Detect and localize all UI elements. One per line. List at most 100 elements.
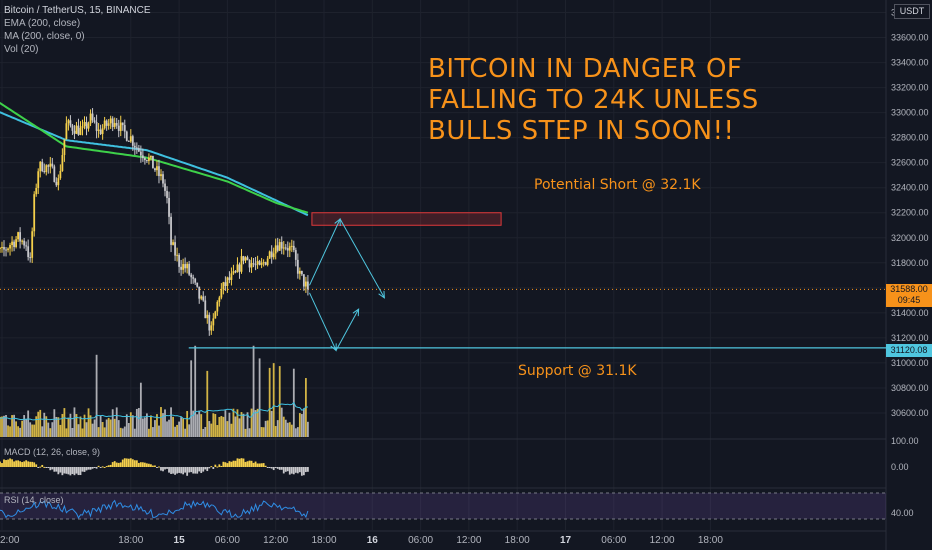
macd-bar [81,467,84,472]
rsi-label[interactable]: RSI (14, close) [4,495,64,505]
candle-body [188,263,191,275]
macd-bar [262,463,265,467]
macd-bar [168,467,170,473]
macd-bar [146,463,148,467]
volume-bar [139,382,142,437]
candle-body [232,271,235,274]
volume-bar [101,422,104,437]
volume-bar [61,413,64,437]
volume-bar [73,407,76,437]
time-axis[interactable]: 2:00 18:00 15 06:00 12:00 18:00 16 06:00 12:00 18… [0,535,723,546]
candle-body [196,282,199,287]
candle-body [45,165,48,172]
candle-body [53,166,56,182]
macd-bar [252,462,255,467]
volume-bar [212,413,215,437]
macd-bar [276,467,279,469]
candle-body [284,247,287,249]
volume-bar [152,427,154,437]
volume-bar [234,416,237,437]
support-price-tag: 31120.08 [886,344,932,357]
macd-bar [190,467,193,473]
macd-bar [216,466,219,468]
volume-bar [25,418,28,437]
macd-bar [300,467,303,476]
price-axis[interactable]: 30600.00 30800.00 31000.00 31200.00 31400.00… [891,8,929,518]
volume-bar [200,414,203,437]
macd-bar [41,464,44,467]
candle-body [29,257,32,259]
volume-bar [9,426,11,437]
volume-bar [43,412,46,437]
countdown-value: 09:45 [897,295,921,305]
macd-bar [59,467,62,473]
volume-bar [256,408,259,437]
short-label: Potential Short @ 32.1K [534,177,701,193]
macd-bar [258,463,261,467]
candle-body [166,190,168,198]
macd-bar [174,467,176,475]
macd-bar [3,459,5,467]
macd-bar [206,467,209,472]
volume-bar [7,425,9,437]
macd-bar [133,460,136,467]
volume-bar [210,423,213,437]
volume-bar [264,420,267,437]
macd-bar [33,462,36,467]
volume-bar [27,410,30,437]
candle-body [23,240,26,246]
macd-bar [234,460,237,467]
volume-bar [156,414,158,437]
candle-body [276,245,279,251]
grid-lines [0,0,886,530]
volume-bar [242,413,245,437]
candle-body [113,122,116,127]
candle-body [298,270,301,274]
volume-bar [67,417,70,437]
candle-body [216,301,219,312]
macd-bar [274,467,277,468]
volume-bar [166,421,168,437]
currency-button[interactable]: USDT [894,4,930,19]
volume-bar [71,427,74,437]
candle-body [252,263,255,265]
time-tick-label: 06:00 [601,535,626,546]
price-tick-label: 33200.00 [891,83,929,93]
macd-bar [85,467,88,471]
volume-bar [194,345,197,437]
candle-body [31,231,34,258]
volume-bar [276,420,279,437]
macd-bar [107,465,110,467]
candle-body [208,314,211,331]
volume-bar [158,425,160,437]
macd-bar [158,466,160,468]
candle-body [274,245,277,254]
volume-bar [75,414,78,437]
macd-label[interactable]: MACD (12, 26, close, 9) [4,447,101,457]
candle-body [170,216,172,245]
candle-body [304,281,307,287]
time-tick-label: 18:00 [118,535,143,546]
symbol-title[interactable]: Bitcoin / TetherUS, 15, BINANCE [4,5,151,16]
macd-bar [260,463,263,467]
volume-bar [89,415,92,437]
candle-body [35,188,38,195]
moving-averages [0,101,309,217]
time-tick-label: 12:00 [456,535,481,546]
candle-body [176,254,178,256]
macd-bar [292,467,295,475]
candle-body [152,155,154,169]
ma-legend[interactable]: MA (200, close, 0) [4,31,85,42]
volume-bar [59,424,62,437]
macd-bar [73,467,76,476]
volume-bar [186,410,189,437]
volume-bar [172,416,174,437]
macd-bar [307,467,309,472]
candle-body [148,157,150,161]
macd-bar [123,458,126,467]
macd-bar [186,467,189,476]
macd-bar [286,467,289,472]
ema-legend[interactable]: EMA (200, close) [4,18,81,29]
vol-legend[interactable]: Vol (20) [4,44,39,55]
